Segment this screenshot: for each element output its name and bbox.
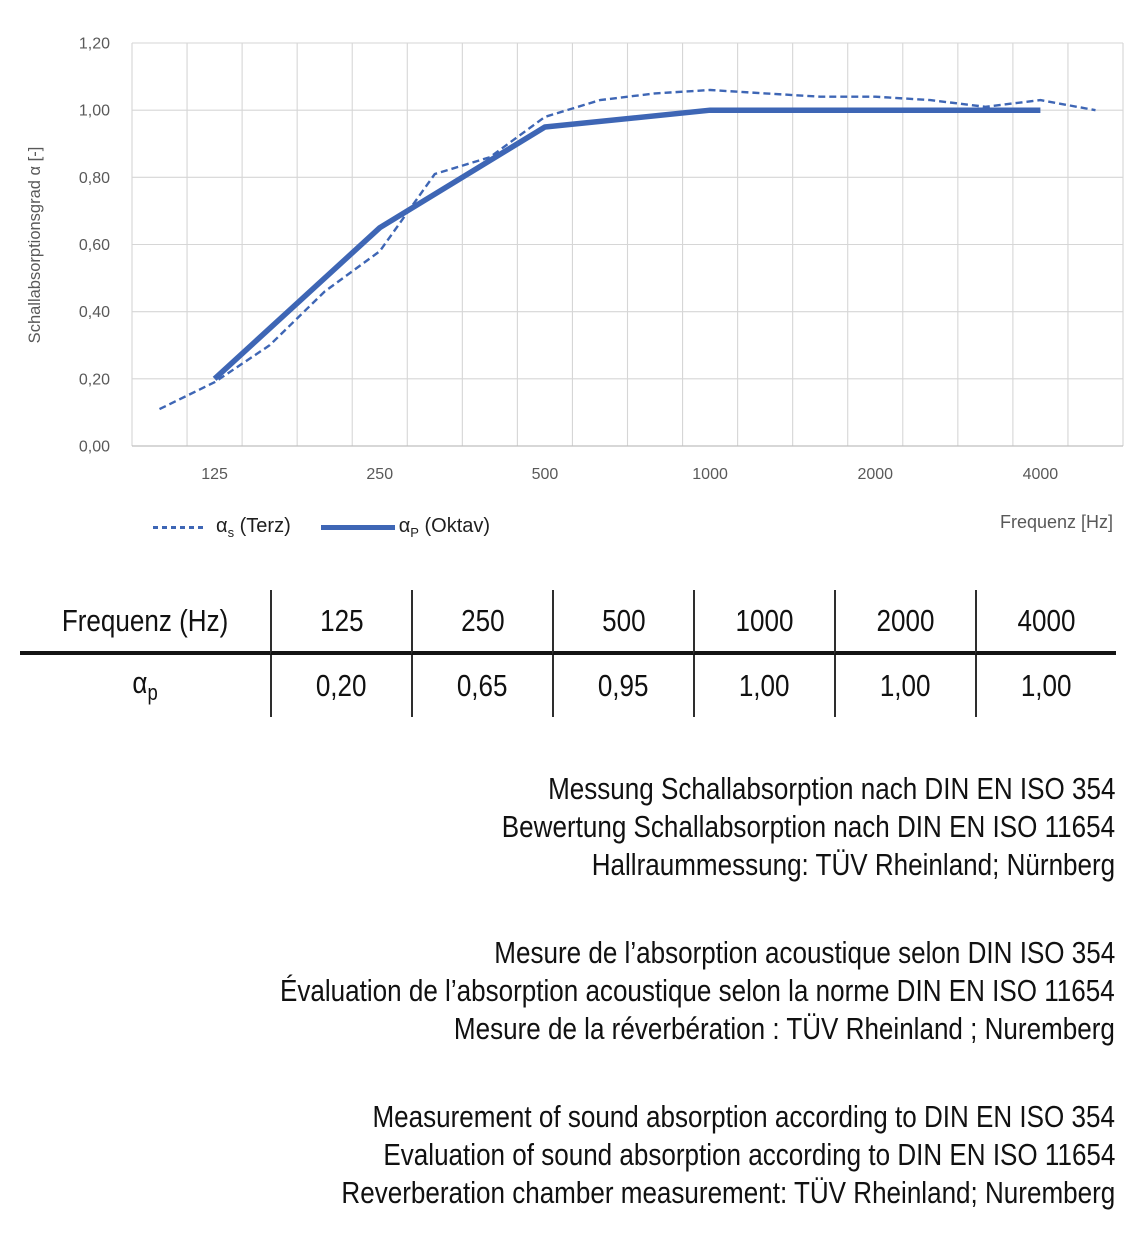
table-header-value: 125 bbox=[270, 590, 411, 655]
note-line: Reverberation chamber measurement: TÜV R… bbox=[341, 1175, 1115, 1210]
table-header-value: 4000 bbox=[975, 590, 1116, 655]
series-alpha-p-line bbox=[212, 107, 1041, 381]
x-tick-label: 4000 bbox=[1023, 466, 1059, 483]
legend-item-alpha-s: αs (Terz) bbox=[153, 515, 291, 540]
chart-legend: αs (Terz) αP (Oktav) bbox=[153, 515, 490, 540]
y-axis-title: Schallabsorptionsgrad α [-] bbox=[26, 147, 44, 344]
chart-legend-row: αs (Terz) αP (Oktav) Frequenz [Hz] bbox=[0, 506, 1113, 548]
x-tick-label: 2000 bbox=[857, 466, 893, 483]
table-cell-alpha-p-value: 0,65 bbox=[411, 655, 552, 717]
y-tick-label: 0,40 bbox=[79, 304, 110, 321]
note-line: Bewertung Schallabsorption nach DIN EN I… bbox=[501, 809, 1115, 844]
frequency-table: Frequenz (Hz) 125 250 500 1000 2000 4000 αp 0,20… bbox=[20, 590, 1116, 717]
table-cell-alpha-p-value: 1,00 bbox=[975, 655, 1116, 717]
x-axis-title: Frequenz [Hz] bbox=[999, 511, 1113, 532]
x-tick-label: 125 bbox=[201, 466, 228, 483]
table-cell-alpha-p-value: 0,95 bbox=[552, 655, 693, 717]
note-line: Evaluation of sound absorption according… bbox=[383, 1137, 1115, 1172]
table-cell-alpha-p-value: 1,00 bbox=[693, 655, 834, 717]
notes-french: Mesure de l’absorption acoustique selon … bbox=[0, 934, 1115, 1048]
x-tick-label: 1000 bbox=[692, 466, 728, 483]
y-tick-label: 0,80 bbox=[79, 170, 110, 187]
table-header-value: 250 bbox=[411, 590, 552, 655]
series-alpha-s-line bbox=[158, 88, 1096, 411]
legend-item-alpha-p: αP (Oktav) bbox=[320, 514, 491, 540]
table-row-label-alpha-p: αp bbox=[132, 665, 158, 706]
x-tick-label: 500 bbox=[532, 466, 559, 483]
legend-label: αP (Oktav) bbox=[398, 514, 491, 540]
y-tick-label: 1,00 bbox=[79, 103, 110, 120]
x-tick-label: 250 bbox=[366, 466, 393, 483]
y-tick-label: 0,00 bbox=[79, 439, 110, 456]
note-line: Évaluation de l’absorption acoustique se… bbox=[280, 973, 1115, 1008]
table-header-frequency: Frequenz (Hz) bbox=[20, 590, 270, 655]
y-tick-label: 0,20 bbox=[79, 371, 110, 388]
note-line: Messung Schallabsorption nach DIN EN ISO… bbox=[547, 771, 1115, 806]
solid-line-swatch bbox=[320, 524, 395, 530]
y-tick-label: 1,20 bbox=[79, 36, 110, 53]
note-line: Mesure de l’absorption acoustique selon … bbox=[494, 935, 1115, 970]
note-line: Hallraummessung: TÜV Rheinland; Nürnberg bbox=[591, 847, 1115, 882]
notes-german: Messung Schallabsorption nach DIN EN ISO… bbox=[0, 770, 1115, 884]
table-header-value: 2000 bbox=[834, 590, 975, 655]
table-header-value: 1000 bbox=[693, 590, 834, 655]
table-cell-alpha-p-value: 1,00 bbox=[834, 655, 975, 717]
note-line: Measurement of sound absorption accordin… bbox=[372, 1099, 1115, 1134]
y-tick-label: 0,60 bbox=[79, 237, 110, 254]
notes-english: Measurement of sound absorption accordin… bbox=[0, 1098, 1115, 1212]
table-header-value: 500 bbox=[552, 590, 693, 655]
table-cell-alpha-p-value: 0,20 bbox=[270, 655, 411, 717]
legend-label: αs (Terz) bbox=[216, 514, 291, 540]
note-line: Mesure de la réverbération : TÜV Rheinla… bbox=[454, 1011, 1115, 1046]
dashed-line-swatch bbox=[153, 525, 205, 529]
absorption-chart: 0,00 0,20 0,40 0,60 0,80 1,00 1,20 125 250 500 100… bbox=[26, 36, 1124, 483]
